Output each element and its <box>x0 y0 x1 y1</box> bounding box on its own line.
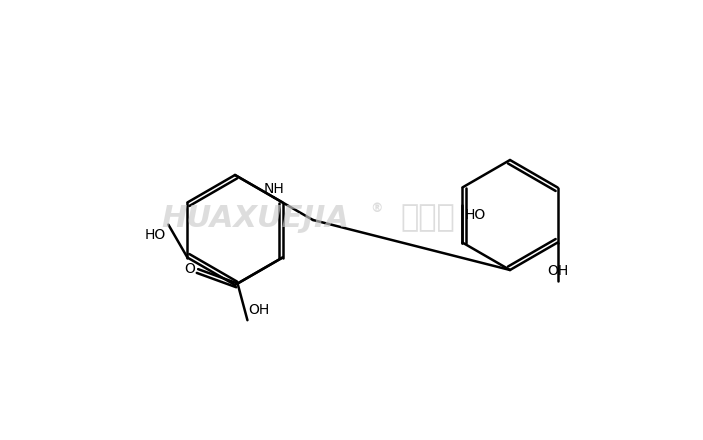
Text: OH: OH <box>248 303 270 317</box>
Text: 化学加: 化学加 <box>401 203 456 232</box>
Text: HO: HO <box>145 227 167 242</box>
Text: ®: ® <box>370 202 383 215</box>
Text: O: O <box>184 262 195 276</box>
Text: HUAXUEJIA: HUAXUEJIA <box>161 203 349 232</box>
Text: OH: OH <box>547 264 568 278</box>
Text: NH: NH <box>264 181 284 195</box>
Text: HO: HO <box>465 208 486 221</box>
